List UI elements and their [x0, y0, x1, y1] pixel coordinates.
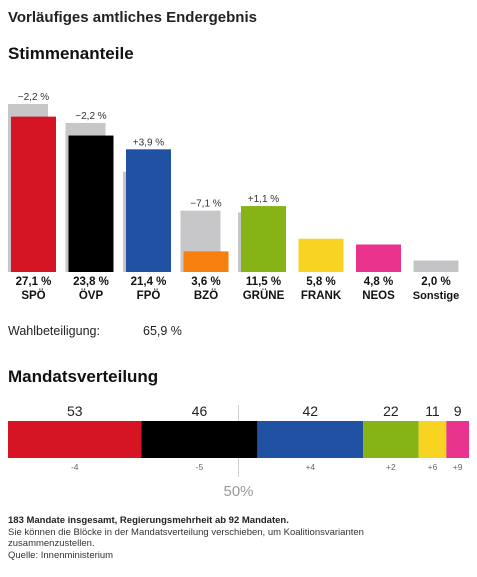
value-label-oevp: 23,8 % [73, 276, 109, 288]
seat-block-neos[interactable] [446, 421, 469, 458]
seat-change-oevp: -5 [196, 462, 204, 472]
seat-block-gruene[interactable] [363, 421, 419, 458]
turnout-label: Wahlbeteiligung: [8, 324, 100, 338]
source-label: Quelle: Innenministerium [8, 549, 114, 561]
seat-count-oevp: 46 [192, 403, 208, 419]
value-label-bzoe: 3,6 % [191, 276, 220, 288]
bar-neos[interactable] [356, 244, 401, 272]
seat-count-neos: 9 [454, 403, 462, 419]
seat-change-frank: +6 [428, 462, 438, 472]
category-label-frank: FRANK [301, 290, 342, 302]
coalition-hint: Sie können die Blöcke in der Mandatsvert… [8, 526, 364, 550]
seat-count-fpoe: 42 [303, 403, 319, 419]
bar-sonstige[interactable] [413, 260, 459, 272]
votes-heading: Stimmenanteile [8, 44, 134, 63]
value-label-frank: 5,8 % [306, 276, 335, 288]
change-label-spoe: −2,2 % [18, 92, 50, 103]
seat-block-oevp[interactable] [141, 421, 258, 458]
votes-bar-chart: −2,2 % 27,1 %SPÖ −2,2 % 23,8 %ÖVP +3,9 % 21,4… [8, 92, 459, 302]
seat-change-spoe: -4 [71, 462, 79, 472]
change-label-gruene: +1,1 % [248, 194, 280, 205]
value-label-sonstige: 2,0 % [421, 276, 450, 288]
seats-heading: Mandatsverteilung [8, 367, 159, 386]
category-label-oevp: ÖVP [79, 289, 104, 302]
majority-label: 50% [223, 483, 253, 500]
value-label-spoe: 27,1 % [16, 276, 52, 288]
seat-change-fpoe: +4 [305, 462, 315, 472]
change-label-fpoe: +3,9 % [133, 137, 165, 148]
category-label-spoe: SPÖ [21, 289, 45, 302]
seat-count-gruene: 22 [383, 403, 399, 419]
category-label-neos: NEOS [362, 290, 395, 302]
source-note: 183 Mandate insgesamt, Regierungsmehrhei… [8, 515, 428, 561]
category-label-bzoe: BZÖ [194, 289, 218, 302]
value-label-fpoe: 21,4 % [131, 276, 167, 288]
seats-summary: 183 Mandate insgesamt, Regierungsmehrhei… [8, 515, 289, 526]
value-label-neos: 4,8 % [364, 276, 393, 288]
category-label-sonstige: Sonstige [413, 290, 459, 302]
seat-count-spoe: 53 [67, 403, 83, 419]
value-label-gruene: 11,5 % [246, 276, 281, 288]
seat-change-neos: +9 [453, 462, 463, 472]
bar-bzoe[interactable] [183, 251, 229, 272]
seat-change-gruene: +2 [386, 462, 396, 472]
bar-frank[interactable] [298, 238, 344, 272]
bar-fpoe[interactable] [126, 149, 171, 272]
seat-block-fpoe[interactable] [257, 421, 364, 458]
change-label-oevp: −2,2 % [75, 111, 107, 122]
seats-stacked-bar[interactable]: 53 -4 46 -5 42 +4 22 +2 11 +6 9 +9 50% [0, 395, 477, 510]
category-label-fpoe: FPÖ [137, 289, 161, 302]
seat-block-frank[interactable] [418, 421, 447, 458]
change-label-bzoe: −7,1 % [190, 199, 222, 210]
page-title: Vorläufiges amtliches Endergebnis [8, 9, 257, 26]
turnout-value: 65,9 % [143, 324, 182, 338]
seat-block-spoe[interactable] [8, 421, 142, 458]
category-label-gruene: GRÜNE [243, 289, 285, 302]
bar-oevp[interactable] [68, 135, 114, 272]
seat-count-frank: 11 [425, 403, 440, 419]
bar-spoe[interactable] [11, 116, 56, 272]
bar-gruene[interactable] [241, 206, 286, 272]
